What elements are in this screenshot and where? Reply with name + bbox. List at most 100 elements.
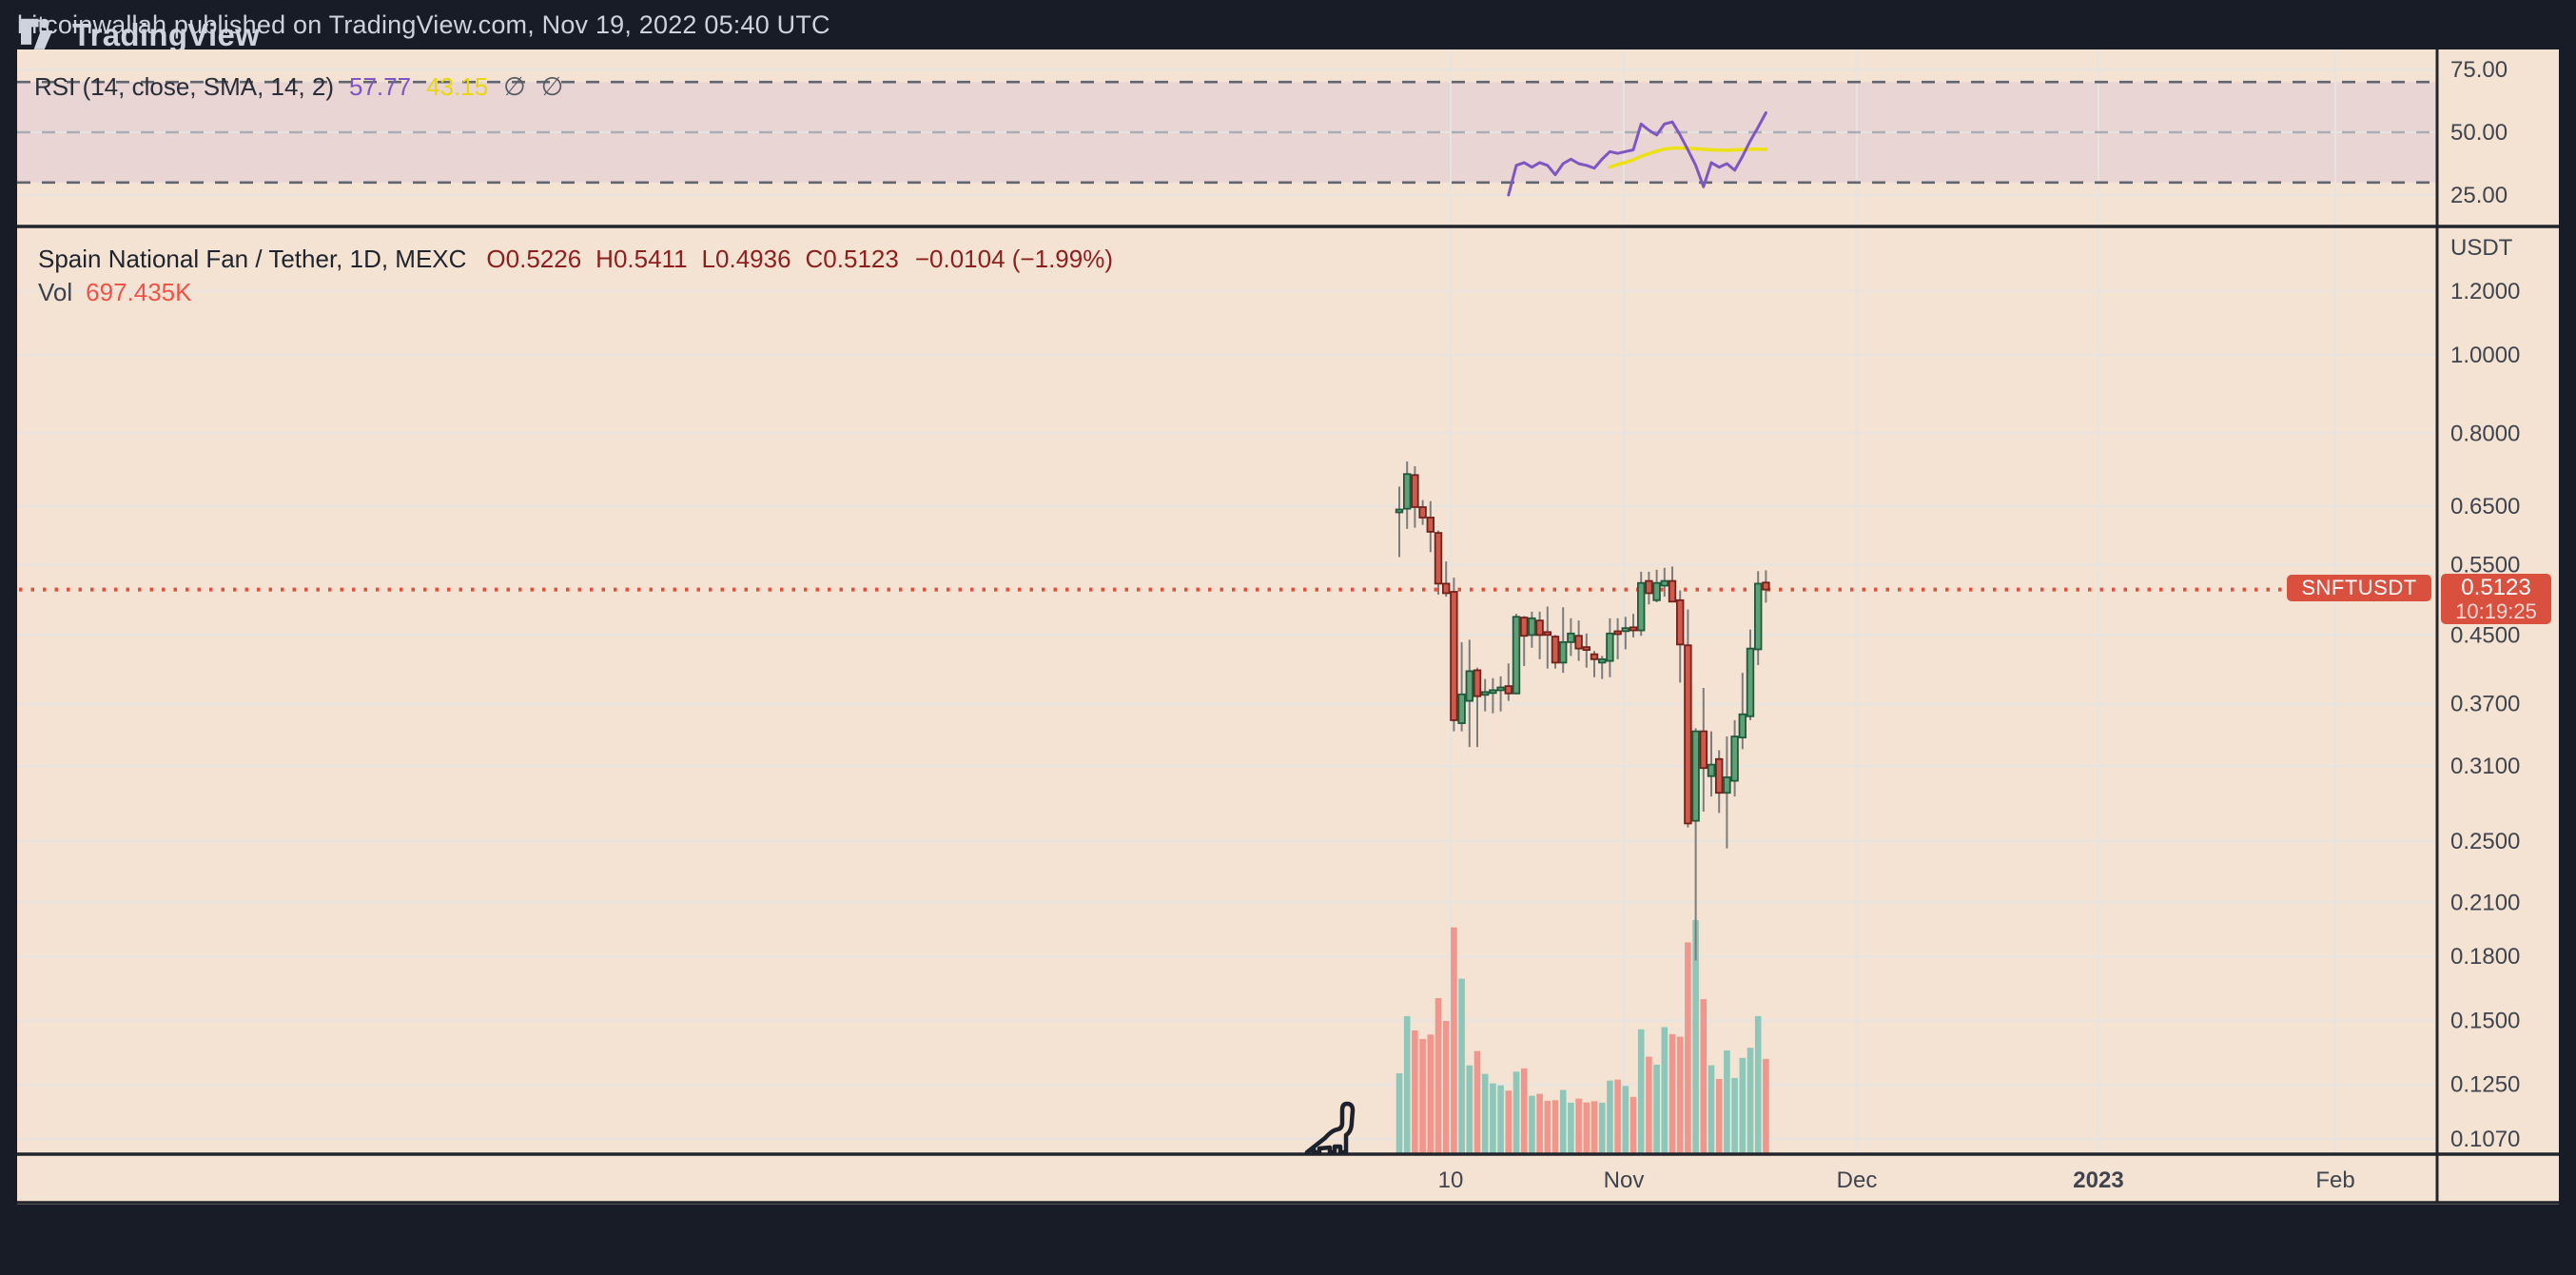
price-axis-tick-label[interactable]: 0.5500 <box>2450 552 2520 578</box>
volume-bar <box>1598 1102 1606 1154</box>
volume-bar <box>1490 1083 1496 1154</box>
candle <box>1543 631 1551 637</box>
tradingview-logo-icon[interactable] <box>21 18 61 52</box>
price-axis-tick-label[interactable]: 0.3100 <box>2450 754 2520 779</box>
candle <box>1442 582 1451 595</box>
candle <box>1738 713 1747 739</box>
price-axis-tick-label[interactable]: 0.6500 <box>2450 494 2520 520</box>
candle <box>1590 653 1599 660</box>
volume-label: Vol <box>38 278 73 306</box>
candle <box>1426 517 1434 533</box>
candle <box>1489 689 1497 695</box>
volume-bar <box>1646 1056 1652 1154</box>
price-axis-tick-label[interactable]: 0.1500 <box>2450 1008 2520 1033</box>
candle <box>1699 730 1708 770</box>
volume-bar <box>1434 997 1442 1154</box>
rsi-line <box>1507 110 1767 197</box>
dinosaur-doodle[interactable] <box>1304 1101 1356 1155</box>
candle <box>1606 632 1614 662</box>
symbol-flag-text: SNFTUSDT <box>2301 576 2417 599</box>
ohlc-close: C0.5123 <box>805 245 899 273</box>
candle <box>1465 670 1473 702</box>
volume-bar <box>1685 942 1691 1154</box>
candle <box>1567 632 1575 643</box>
volume-bar <box>1536 1093 1543 1154</box>
volume-bar <box>1692 920 1699 1154</box>
candle <box>1582 646 1590 652</box>
volume-bar <box>1763 1058 1769 1154</box>
candle <box>1528 617 1536 637</box>
candle <box>1504 685 1512 695</box>
candle <box>1629 626 1638 632</box>
rsi-empty-set-icon: ∅ <box>540 72 564 101</box>
candle <box>1707 763 1716 777</box>
candle <box>1559 640 1568 664</box>
rsi-value: 57.77 <box>349 72 412 101</box>
price-axis-tick-label[interactable]: 0.2500 <box>2450 829 2520 854</box>
candle <box>1551 636 1560 664</box>
volume-bar <box>1497 1085 1504 1154</box>
price-axis-tick-label[interactable]: 0.4500 <box>2450 622 2520 648</box>
price-axis-tick-label[interactable]: 0.1070 <box>2450 1127 2520 1152</box>
rsi-axis-tick-label[interactable]: 25.00 <box>2450 183 2508 208</box>
price-axis-tick-label[interactable]: 0.3700 <box>2450 692 2520 717</box>
rsi-empty-set-icon: ∅ <box>503 72 526 101</box>
candle <box>1637 581 1646 632</box>
publish-bar-text: bitcoinwallah published on TradingView.c… <box>17 10 830 39</box>
volume-bar <box>1520 1068 1528 1154</box>
volume-legend[interactable]: Vol 697.435K <box>38 278 191 307</box>
candle <box>1434 532 1443 585</box>
symbol-legend[interactable]: Spain National Fan / Tether, 1D, MEXC O0… <box>38 245 1113 274</box>
time-axis-label[interactable]: Feb <box>2315 1167 2354 1193</box>
time-axis-label[interactable]: 2023 <box>2073 1167 2123 1193</box>
chart-background[interactable] <box>17 49 2559 1205</box>
price-axis-tick-label[interactable]: 0.2100 <box>2450 890 2520 915</box>
candle <box>1411 474 1419 508</box>
rsi-axis-tick-label[interactable]: 75.00 <box>2450 57 2508 83</box>
volume-bar <box>1481 1073 1489 1154</box>
volume-bar <box>1568 1102 1574 1154</box>
rsi-axis-tick-label[interactable]: 50.00 <box>2450 120 2508 146</box>
price-axis-tick-label[interactable]: 0.1250 <box>2450 1072 2520 1098</box>
time-axis-label[interactable]: 10 <box>1438 1167 1464 1193</box>
price-axis-tick-label[interactable]: 0.8000 <box>2450 421 2520 446</box>
volume-bar <box>1590 1101 1598 1154</box>
time-axis-label[interactable]: Dec <box>1837 1167 1878 1193</box>
candle <box>1481 691 1490 696</box>
volume-bar <box>1676 1036 1684 1154</box>
ohlc-low: L0.4936 <box>701 245 791 273</box>
last-price-axis-badge: 0.5123 10:19:25 <box>2441 574 2551 624</box>
volume-bar <box>1583 1102 1590 1154</box>
volume-bar <box>1731 1077 1738 1154</box>
candle <box>1574 635 1583 650</box>
volume-value: 697.435K <box>86 278 192 306</box>
candle <box>1652 581 1661 601</box>
price-axis-tick-label[interactable]: 1.2000 <box>2450 279 2520 304</box>
volume-bar <box>1637 1029 1645 1154</box>
tradingview-wordmark[interactable]: TradingView <box>72 17 261 52</box>
candle <box>1684 644 1692 825</box>
publish-bar: bitcoinwallah published on TradingView.c… <box>17 10 830 40</box>
footer-bar: TradingView <box>0 0 2576 70</box>
price-axis-tick-label[interactable]: 0.1800 <box>2450 944 2520 970</box>
candle <box>1676 598 1685 646</box>
volume-bar <box>1715 1078 1723 1154</box>
candle <box>1723 776 1731 794</box>
candle <box>1754 582 1763 651</box>
volume-bar <box>1622 1086 1630 1154</box>
candle <box>1403 473 1412 510</box>
candle <box>1621 627 1630 633</box>
candle <box>1496 686 1505 692</box>
rsi-legend-label: RSI (14, close, SMA, 14, 2) <box>34 72 335 101</box>
last-price-value: 0.5123 <box>2461 574 2531 600</box>
rsi-indicator-legend[interactable]: RSI (14, close, SMA, 14, 2) 57.77 43.15 … <box>34 72 563 102</box>
volume-bar <box>1575 1098 1582 1154</box>
volume-bar <box>1512 1071 1520 1154</box>
time-axis-label[interactable]: Nov <box>1604 1167 1645 1193</box>
price-axis-tick-label[interactable]: 1.0000 <box>2450 343 2520 368</box>
volume-bar <box>1669 1033 1676 1154</box>
candle <box>1520 617 1529 638</box>
candle <box>1762 581 1770 591</box>
volume-bar <box>1544 1100 1551 1154</box>
